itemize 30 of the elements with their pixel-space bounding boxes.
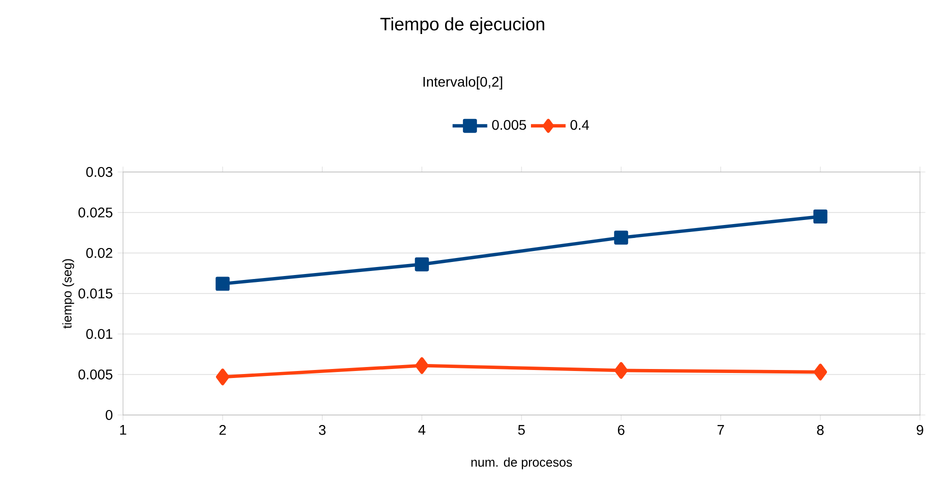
y-tick-label: 0 xyxy=(106,410,112,420)
point xyxy=(414,257,429,272)
x-tick-label: 7 xyxy=(718,425,724,435)
x-tick-label: 6 xyxy=(618,425,624,435)
point xyxy=(813,210,828,224)
chart-title: Tiempo de ejecucion xyxy=(380,17,544,34)
legend-label: 0.4 xyxy=(570,120,589,130)
x-tick-label: 1 xyxy=(120,425,126,435)
x-tick-label: 5 xyxy=(518,425,525,435)
y-tick-label: 0.015 xyxy=(78,288,112,298)
y-tick-label: 0.025 xyxy=(78,208,112,218)
x-tick-label: 3 xyxy=(318,425,326,435)
legend-label: 0.005 xyxy=(492,120,526,130)
x-tick-label: 8 xyxy=(817,425,824,435)
x-tick-label: 2 xyxy=(219,425,226,435)
point xyxy=(614,362,628,379)
point xyxy=(814,364,828,380)
point xyxy=(216,368,230,386)
x-tick-label: 9 xyxy=(916,425,924,435)
y-tick-label: 0.005 xyxy=(78,370,112,380)
y-tick-label: 0.01 xyxy=(86,329,112,339)
y-tick-label: 0.02 xyxy=(86,248,112,258)
point xyxy=(216,276,230,291)
x-axis-title: num. de procesos xyxy=(471,457,572,470)
chart-subtitle: Intervalo[0,2] xyxy=(424,76,502,90)
y-tick-label: 0.03 xyxy=(86,167,112,177)
x-tick-label: 4 xyxy=(418,425,426,435)
point xyxy=(415,357,429,374)
y-axis-title: tiempo (seg) xyxy=(62,259,74,328)
point xyxy=(614,230,628,245)
